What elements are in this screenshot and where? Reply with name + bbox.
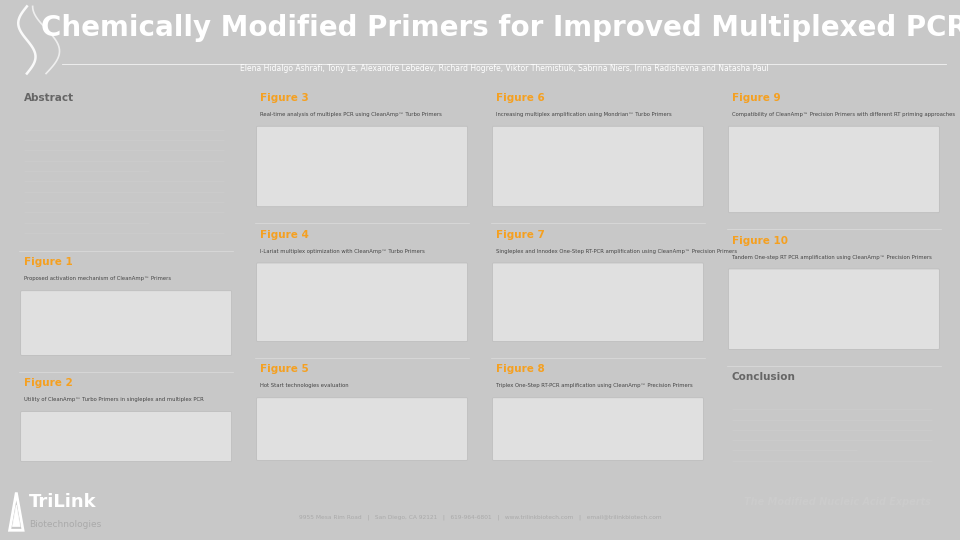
Text: I-Lariat multiplex optimization with CleanAmp™ Turbo Primers: I-Lariat multiplex optimization with Cle…	[260, 249, 424, 254]
Text: Figure 6: Figure 6	[495, 93, 544, 103]
FancyBboxPatch shape	[256, 263, 468, 341]
Text: Figure 1: Figure 1	[24, 258, 73, 267]
Text: Biotechnologies: Biotechnologies	[29, 521, 101, 529]
FancyBboxPatch shape	[21, 411, 231, 462]
Text: Chemically Modified Primers for Improved Multiplexed PCR: Chemically Modified Primers for Improved…	[40, 14, 960, 42]
Text: Figure 8: Figure 8	[495, 364, 544, 374]
Text: Figure 3: Figure 3	[260, 93, 308, 103]
FancyBboxPatch shape	[256, 398, 468, 461]
Text: Figure 7: Figure 7	[495, 230, 544, 240]
FancyBboxPatch shape	[492, 398, 704, 461]
Polygon shape	[12, 505, 20, 526]
FancyBboxPatch shape	[729, 269, 939, 349]
Text: Utility of CleanAmp™ Turbo Primers in singleplex and multiplex PCR: Utility of CleanAmp™ Turbo Primers in si…	[24, 397, 204, 402]
Text: Figure 4: Figure 4	[260, 230, 308, 240]
FancyBboxPatch shape	[492, 126, 704, 207]
Text: Hot Start technologies evaluation: Hot Start technologies evaluation	[260, 383, 348, 388]
Text: The Modified Nucleic Acid Experts: The Modified Nucleic Acid Experts	[744, 497, 931, 507]
Text: Increasing multiplex amplification using Mondrian™ Turbo Primers: Increasing multiplex amplification using…	[495, 112, 671, 117]
FancyBboxPatch shape	[21, 291, 231, 355]
Text: Compatibility of CleanAmp™ Precision Primers with different RT priming approache: Compatibility of CleanAmp™ Precision Pri…	[732, 112, 955, 117]
FancyBboxPatch shape	[729, 126, 939, 213]
Text: Conclusion: Conclusion	[732, 373, 796, 382]
Text: Singleplex and Innodex One-Step RT-PCR amplification using CleanAmp™ Precision P: Singleplex and Innodex One-Step RT-PCR a…	[495, 249, 737, 254]
Text: Abstract: Abstract	[24, 93, 74, 103]
Text: 9955 Mesa Rim Road   |   San Diego, CA 92121   |   619-964-6801   |   www.trilin: 9955 Mesa Rim Road | San Diego, CA 92121…	[299, 515, 661, 520]
Text: Elena Hidalgo Ashrafi, Tony Le, Alexandre Lebedev, Richard Hogrefe, Viktor Themi: Elena Hidalgo Ashrafi, Tony Le, Alexandr…	[240, 64, 768, 73]
FancyBboxPatch shape	[492, 263, 704, 341]
Text: Figure 5: Figure 5	[260, 364, 308, 374]
Text: Tandem One-step RT PCR amplification using CleanAmp™ Precision Primers: Tandem One-step RT PCR amplification usi…	[732, 255, 931, 260]
Text: TriLink: TriLink	[29, 493, 96, 511]
Text: Figure 2: Figure 2	[24, 379, 73, 388]
Text: Triplex One-Step RT-PCR amplification using CleanAmp™ Precision Primers: Triplex One-Step RT-PCR amplification us…	[495, 383, 692, 388]
Text: Figure 10: Figure 10	[732, 235, 787, 246]
Text: Figure 9: Figure 9	[732, 93, 780, 103]
FancyBboxPatch shape	[256, 126, 468, 207]
Text: Proposed activation mechanism of CleanAmp™ Primers: Proposed activation mechanism of CleanAm…	[24, 276, 171, 281]
Text: Real-time analysis of multiplex PCR using CleanAmp™ Turbo Primers: Real-time analysis of multiplex PCR usin…	[260, 112, 442, 117]
